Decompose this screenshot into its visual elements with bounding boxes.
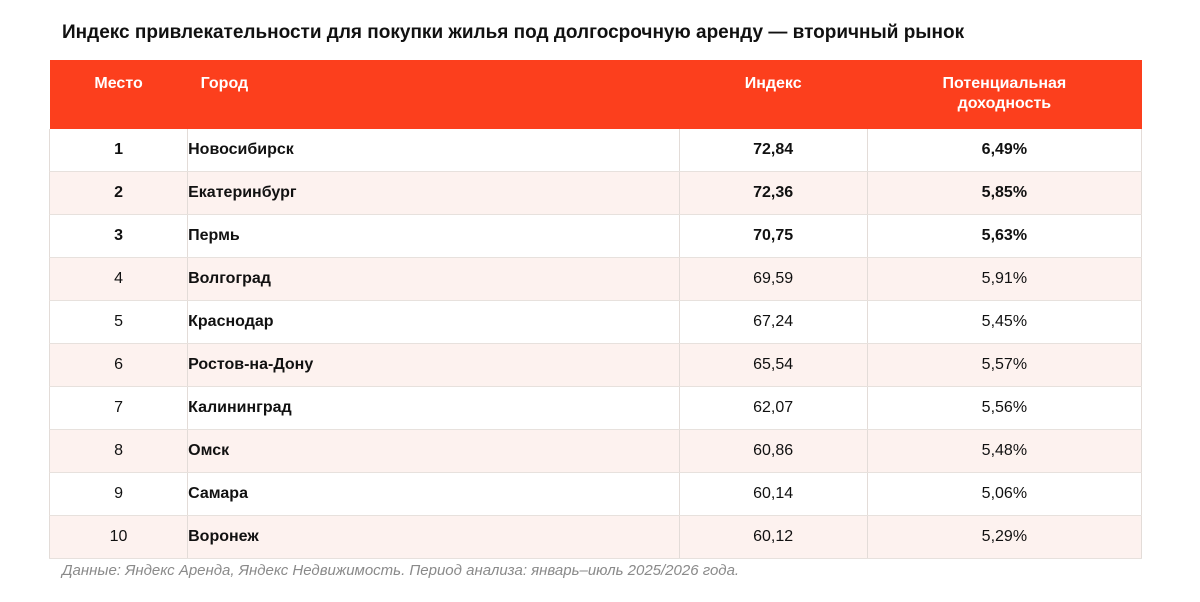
yield-cell: 5,45%: [866, 300, 1143, 344]
table-row: 2 Екатеринбург 72,36 5,85%: [48, 171, 1143, 215]
index-cell: 60,12: [678, 515, 868, 559]
rank-cell: 9: [48, 472, 189, 516]
rank-cell: 5: [48, 300, 189, 344]
city-cell: Калининград: [187, 386, 680, 430]
rank-cell: 4: [48, 257, 189, 301]
rank-cell: 2: [48, 171, 189, 215]
yield-cell: 6,49%: [866, 129, 1143, 172]
header-city: Город: [187, 60, 680, 129]
city-cell: Пермь: [187, 214, 680, 258]
header-yield: Потенциальная доходность: [867, 60, 1142, 129]
index-cell: 70,75: [678, 214, 868, 258]
yield-cell: 5,63%: [866, 214, 1143, 258]
table-row: 6 Ростов-на-Дону 65,54 5,57%: [48, 343, 1143, 387]
city-cell: Волгоград: [187, 257, 680, 301]
table-row: 7 Калининград 62,07 5,56%: [48, 386, 1143, 430]
header-yield-line2: доходность: [957, 95, 1052, 112]
source-note: Данные: Яндекс Аренда, Яндекс Недвижимос…: [62, 562, 740, 579]
yield-cell: 5,57%: [866, 343, 1143, 387]
rank-cell: 1: [48, 129, 189, 172]
table-row: 10 Воронеж 60,12 5,29%: [48, 515, 1143, 559]
rating-table: Место Город Индекс Потенциальная доходно…: [48, 60, 1143, 559]
table-row: 8 Омск 60,86 5,48%: [48, 429, 1143, 473]
index-cell: 69,59: [678, 257, 868, 301]
header-index: Индекс: [679, 60, 868, 129]
yield-cell: 5,06%: [866, 472, 1143, 516]
yield-cell: 5,91%: [866, 257, 1143, 301]
table-row: 3 Пермь 70,75 5,63%: [48, 214, 1143, 258]
index-cell: 60,86: [678, 429, 868, 473]
city-cell: Омск: [187, 429, 680, 473]
page-title: Индекс привлекательности для покупки жил…: [62, 22, 965, 43]
table-row: 5 Краснодар 67,24 5,45%: [48, 300, 1143, 344]
index-cell: 65,54: [678, 343, 868, 387]
index-cell: 72,84: [678, 129, 868, 172]
yield-cell: 5,48%: [866, 429, 1143, 473]
header-rank: Место: [49, 60, 188, 129]
table-row: 4 Волгоград 69,59 5,91%: [48, 257, 1143, 301]
rank-cell: 8: [48, 429, 189, 473]
index-cell: 72,36: [678, 171, 868, 215]
index-cell: 67,24: [678, 300, 868, 344]
yield-cell: 5,85%: [866, 171, 1143, 215]
yield-cell: 5,56%: [866, 386, 1143, 430]
city-cell: Новосибирск: [187, 129, 680, 172]
city-cell: Ростов-на-Дону: [187, 343, 680, 387]
yield-cell: 5,29%: [866, 515, 1143, 559]
table-row: 1 Новосибирск 72,84 6,49%: [48, 129, 1143, 172]
rank-cell: 3: [48, 214, 189, 258]
rank-cell: 7: [48, 386, 189, 430]
index-cell: 62,07: [678, 386, 868, 430]
index-cell: 60,14: [678, 472, 868, 516]
city-cell: Краснодар: [187, 300, 680, 344]
city-cell: Воронеж: [187, 515, 680, 559]
city-cell: Самара: [187, 472, 680, 516]
table-header-row: Место Город Индекс Потенциальная доходно…: [49, 60, 1142, 129]
table-row: 9 Самара 60,14 5,06%: [48, 472, 1143, 516]
city-cell: Екатеринбург: [187, 171, 680, 215]
rank-cell: 10: [48, 515, 189, 559]
header-yield-line1: Потенциальная: [942, 75, 1067, 92]
rank-cell: 6: [48, 343, 189, 387]
